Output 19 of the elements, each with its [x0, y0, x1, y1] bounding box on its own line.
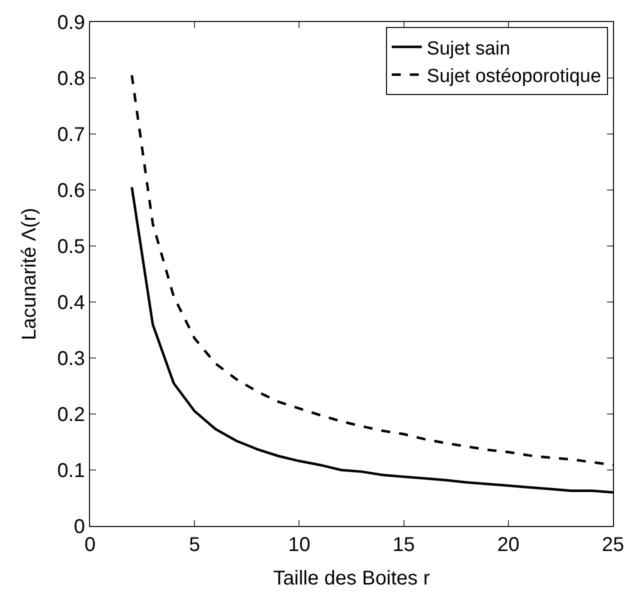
- y-tick-label: 0.3: [57, 348, 85, 370]
- x-axis-title: Taille des Boites r: [273, 568, 430, 590]
- x-tick-label: 5: [189, 534, 200, 556]
- legend-label: Sujet sain: [426, 38, 510, 60]
- y-tick-label: 0.8: [57, 68, 85, 90]
- x-tick-label: 20: [497, 534, 520, 556]
- y-tick-label: 0.7: [57, 124, 85, 146]
- y-tick-label: 0.1: [57, 460, 85, 482]
- x-tick-label: 10: [288, 534, 310, 556]
- y-tick-label: 0.4: [57, 292, 85, 314]
- y-axis-title: Lacunarité Λ(r): [18, 208, 41, 340]
- y-tick-label: 0.2: [57, 404, 85, 426]
- y-tick-label: 0.5: [57, 236, 85, 258]
- y-tick-label: 0.9: [57, 12, 85, 34]
- x-tick-label: 25: [602, 534, 624, 556]
- legend-label: Sujet ostéoporotique: [426, 66, 602, 87]
- y-tick-label: 0: [74, 516, 85, 538]
- y-tick-label: 0.6: [57, 180, 85, 202]
- x-tick-label: 15: [392, 534, 415, 556]
